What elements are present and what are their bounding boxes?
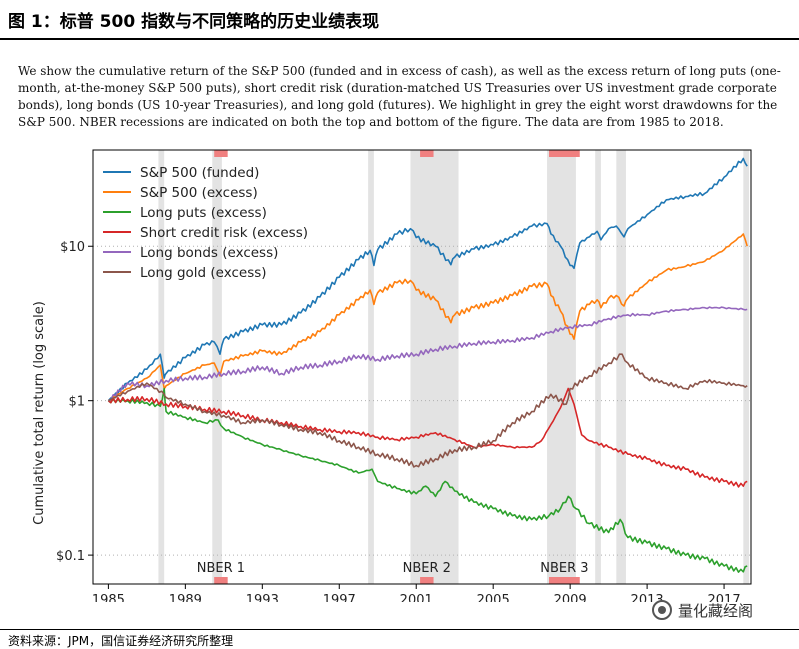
legend-label: Long gold (excess) — [140, 265, 267, 281]
y-tick-label: $1 — [68, 395, 85, 410]
chart: NBER 1 NBER 2 NBER 3 1985 1989 1993 1997 2001 2… — [32, 149, 752, 602]
x-tick-label: 2013 — [631, 593, 664, 602]
drawdown-band — [616, 150, 626, 584]
drawdown-band — [743, 150, 750, 584]
recession-bar-bottom — [548, 577, 580, 584]
recession-label: NBER 3 — [540, 561, 588, 576]
legend-label: S&P 500 (excess) — [140, 185, 258, 201]
recession-markers: NBER 1 NBER 2 NBER 3 — [197, 150, 589, 584]
drawdown-band — [410, 150, 459, 584]
drawdown-band — [212, 150, 222, 584]
x-tick-label: 2017 — [708, 593, 741, 602]
axes: 1985 1989 1993 1997 2001 2005 2009 2013 2017 $0.1… — [56, 149, 752, 602]
drawdown-band — [547, 150, 576, 584]
legend-label: S&P 500 (funded) — [140, 165, 259, 181]
series-line — [107, 157, 748, 402]
x-tick-label: 1985 — [92, 593, 125, 602]
bottom-rule — [0, 629, 799, 630]
recession-bar-top — [214, 150, 228, 157]
recession-bar-top — [420, 150, 434, 157]
series-line — [108, 306, 748, 402]
recession-bar-top — [548, 150, 580, 157]
watermark: 量化藏经阁 — [652, 598, 753, 622]
recession-label: NBER 1 — [197, 561, 245, 576]
drawdown-shading-group — [158, 150, 750, 584]
series-line — [107, 387, 748, 488]
series-line — [107, 387, 748, 573]
legend-label: Long bonds (excess) — [140, 245, 278, 261]
drawdown-band — [368, 150, 374, 584]
x-tick-label: 2009 — [554, 593, 587, 602]
x-tick-label: 1997 — [323, 593, 356, 602]
gridlines — [93, 245, 751, 556]
figure-title-bar: 图 1：标普 500 指数与不同策略的历史业绩表现 — [0, 0, 799, 40]
series-lines — [107, 157, 748, 573]
series-line — [108, 353, 748, 468]
watermark-text: 量化藏经阁 — [678, 601, 754, 620]
figure-title: 图 1：标普 500 指数与不同策略的历史业绩表现 — [8, 12, 380, 32]
x-tick-label: 2005 — [477, 593, 510, 602]
recession-label: NBER 2 — [403, 561, 451, 576]
recession-bar-bottom — [214, 577, 228, 584]
x-tick-label: 1993 — [246, 593, 279, 602]
legend-label: Long puts (excess) — [140, 205, 267, 221]
x-tick-label: 2001 — [400, 593, 433, 602]
source-note: 资料来源：JPM，国信证券经济研究所整理 — [8, 634, 234, 648]
recession-bar-bottom — [420, 577, 434, 584]
y-tick-label: $0.1 — [56, 549, 85, 564]
series-line — [108, 233, 748, 402]
plot-frame — [92, 149, 752, 585]
figure-caption: We show the cumulative return of the S&P… — [18, 64, 781, 129]
y-tick-label: $10 — [60, 240, 85, 255]
legend: S&P 500 (funded) S&P 500 (excess) Long put… — [103, 165, 308, 281]
wechat-icon — [652, 600, 672, 620]
x-tick-label: 1989 — [169, 593, 202, 602]
legend-label: Short credit risk (excess) — [140, 225, 308, 241]
drawdown-band — [595, 150, 601, 584]
y-axis-label: Cumulative total return (log scale) — [32, 301, 47, 525]
